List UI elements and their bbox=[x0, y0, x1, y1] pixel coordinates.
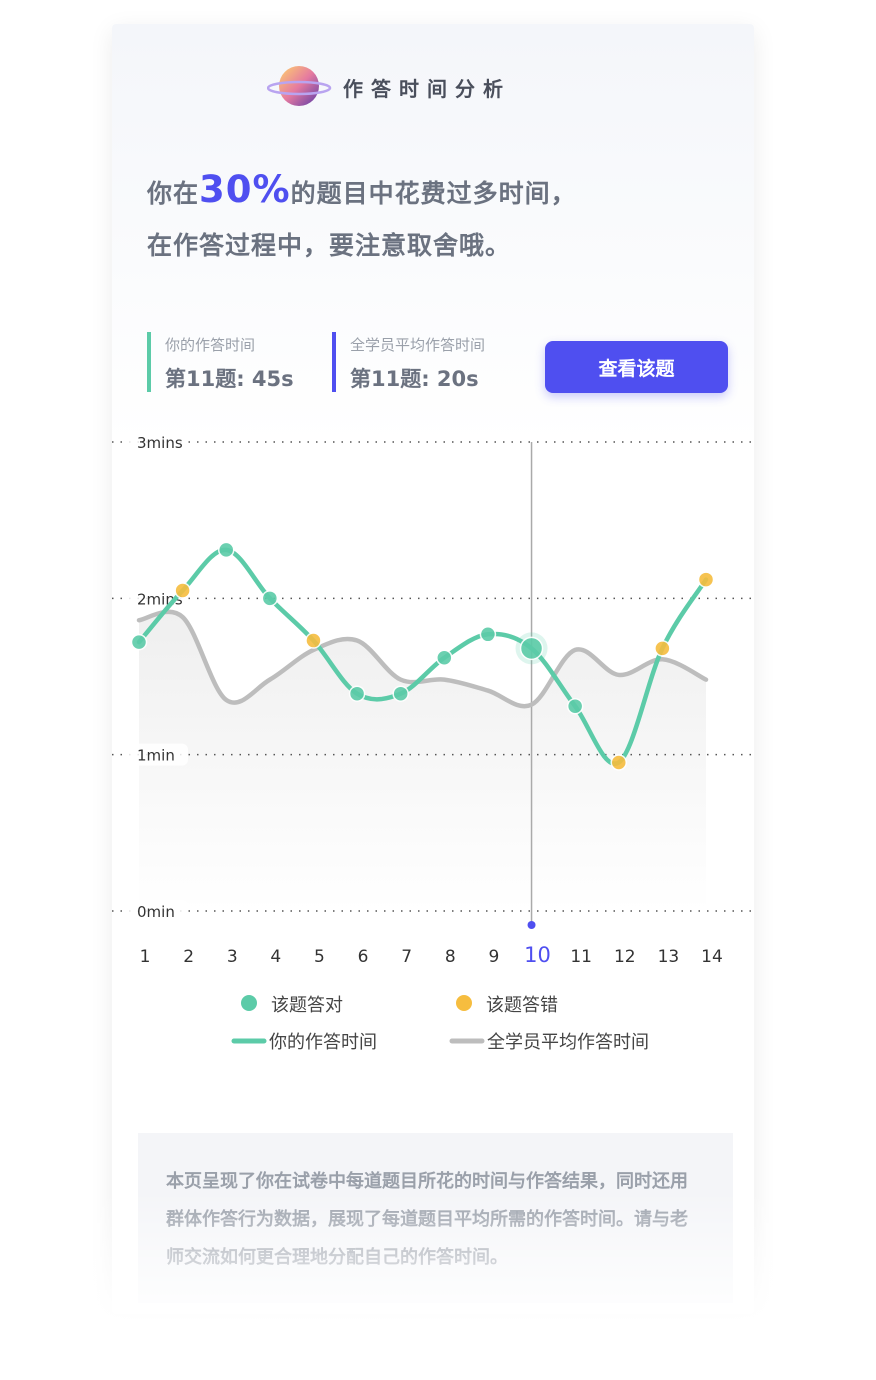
y-tick-label: 0min bbox=[137, 903, 175, 921]
x-tick-label: 2 bbox=[183, 947, 194, 967]
stat-value: 第11题: 20s bbox=[350, 367, 479, 391]
x-tick-label: 6 bbox=[358, 947, 369, 967]
x-tick-label: 4 bbox=[270, 947, 281, 967]
y-tick-label: 3mins bbox=[137, 434, 183, 452]
header-title: 作答时间分析 bbox=[343, 76, 511, 101]
x-tick-label: 9 bbox=[489, 947, 500, 967]
x-tick-label: 7 bbox=[401, 947, 412, 967]
summary-rest: 的题目中花费过多时间， bbox=[290, 179, 577, 208]
legend-label: 你的作答时间 bbox=[269, 1032, 377, 1053]
point bbox=[130, 633, 148, 651]
x-tick-label: 13 bbox=[658, 947, 680, 967]
legend-label: 该题答对 bbox=[271, 995, 343, 1016]
point bbox=[174, 582, 191, 599]
x-tick-label: 11 bbox=[570, 947, 592, 967]
x-tick-label: 1 bbox=[140, 947, 151, 967]
point bbox=[305, 632, 322, 649]
point bbox=[610, 754, 628, 771]
highlight-dot bbox=[527, 921, 536, 929]
stat-label: 全学员平均作答时间 bbox=[350, 336, 486, 354]
point bbox=[519, 636, 544, 661]
x-tick-label: 5 bbox=[314, 947, 325, 967]
tick-bg bbox=[126, 743, 188, 766]
tick-bg bbox=[126, 900, 188, 922]
x-tick-label: 10 bbox=[524, 943, 551, 967]
x-tick-label: 14 bbox=[701, 947, 723, 967]
legend-label: 全学员平均作答时间 bbox=[487, 1032, 649, 1053]
header: 作答时间分析 bbox=[267, 64, 511, 110]
point bbox=[261, 590, 279, 607]
summary: 你在30%的题目中花费过多时间， 在作答过程中，要注意取舍哦。 bbox=[147, 164, 577, 272]
y-tick-label: 1min bbox=[137, 747, 175, 765]
point bbox=[697, 571, 715, 588]
point bbox=[392, 685, 409, 702]
view-button[interactable]: 查看该题 bbox=[545, 341, 728, 393]
legend-label: 该题答错 bbox=[486, 995, 558, 1016]
average-area bbox=[139, 611, 706, 911]
stat: 你的作答时间 第11题: 45s bbox=[147, 332, 294, 392]
point bbox=[566, 697, 584, 715]
point bbox=[654, 640, 671, 657]
point bbox=[348, 685, 366, 702]
point bbox=[436, 649, 453, 666]
planet-icon bbox=[267, 66, 332, 106]
stat-value: 第11题: 45s bbox=[165, 367, 294, 391]
stat-label: 你的作答时间 bbox=[165, 336, 256, 354]
summary-prefix: 你在 bbox=[147, 179, 200, 208]
x-tick-label: 3 bbox=[227, 947, 238, 967]
x-tick-label: 8 bbox=[445, 947, 456, 967]
legend-marker bbox=[456, 995, 472, 1011]
summary-highlight: 30% bbox=[199, 168, 291, 211]
note: 本页呈现了你在试卷中每道题目所花的时间与作答结果，同时还用群体作答行为数据，展现… bbox=[138, 1133, 733, 1303]
point bbox=[217, 541, 235, 559]
tick-bg bbox=[126, 431, 188, 453]
stat: 全学员平均作答时间 第11题: 20s bbox=[332, 332, 485, 392]
summary-line: 在作答过程中，要注意取舍哦。 bbox=[147, 231, 512, 260]
legend-marker bbox=[241, 995, 257, 1011]
x-tick-label: 12 bbox=[614, 947, 636, 967]
point bbox=[479, 626, 497, 643]
